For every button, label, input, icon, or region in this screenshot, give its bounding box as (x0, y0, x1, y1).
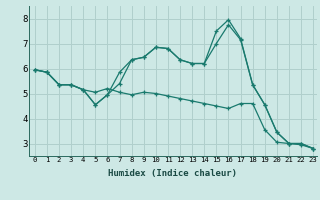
X-axis label: Humidex (Indice chaleur): Humidex (Indice chaleur) (108, 169, 237, 178)
